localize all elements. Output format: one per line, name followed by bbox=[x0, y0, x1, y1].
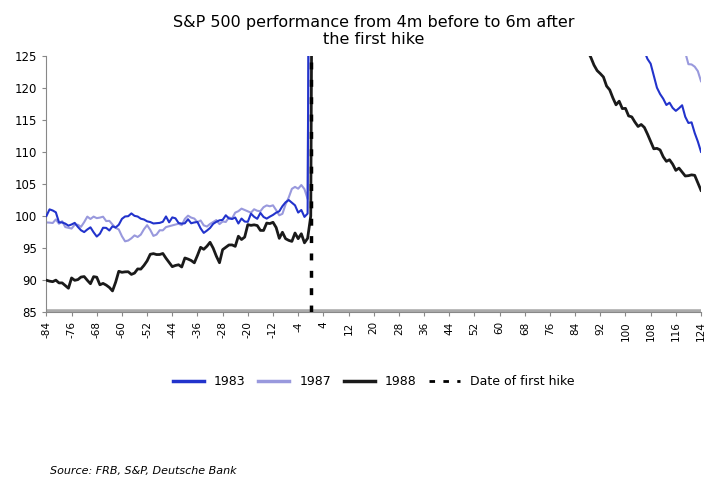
Text: Source: FRB, S&P, Deutsche Bank: Source: FRB, S&P, Deutsche Bank bbox=[50, 466, 237, 476]
Title: S&P 500 performance from 4m before to 6m after
the first hike: S&P 500 performance from 4m before to 6m… bbox=[173, 15, 575, 47]
Legend: 1983, 1987, 1988, Date of first hike: 1983, 1987, 1988, Date of first hike bbox=[168, 370, 580, 393]
